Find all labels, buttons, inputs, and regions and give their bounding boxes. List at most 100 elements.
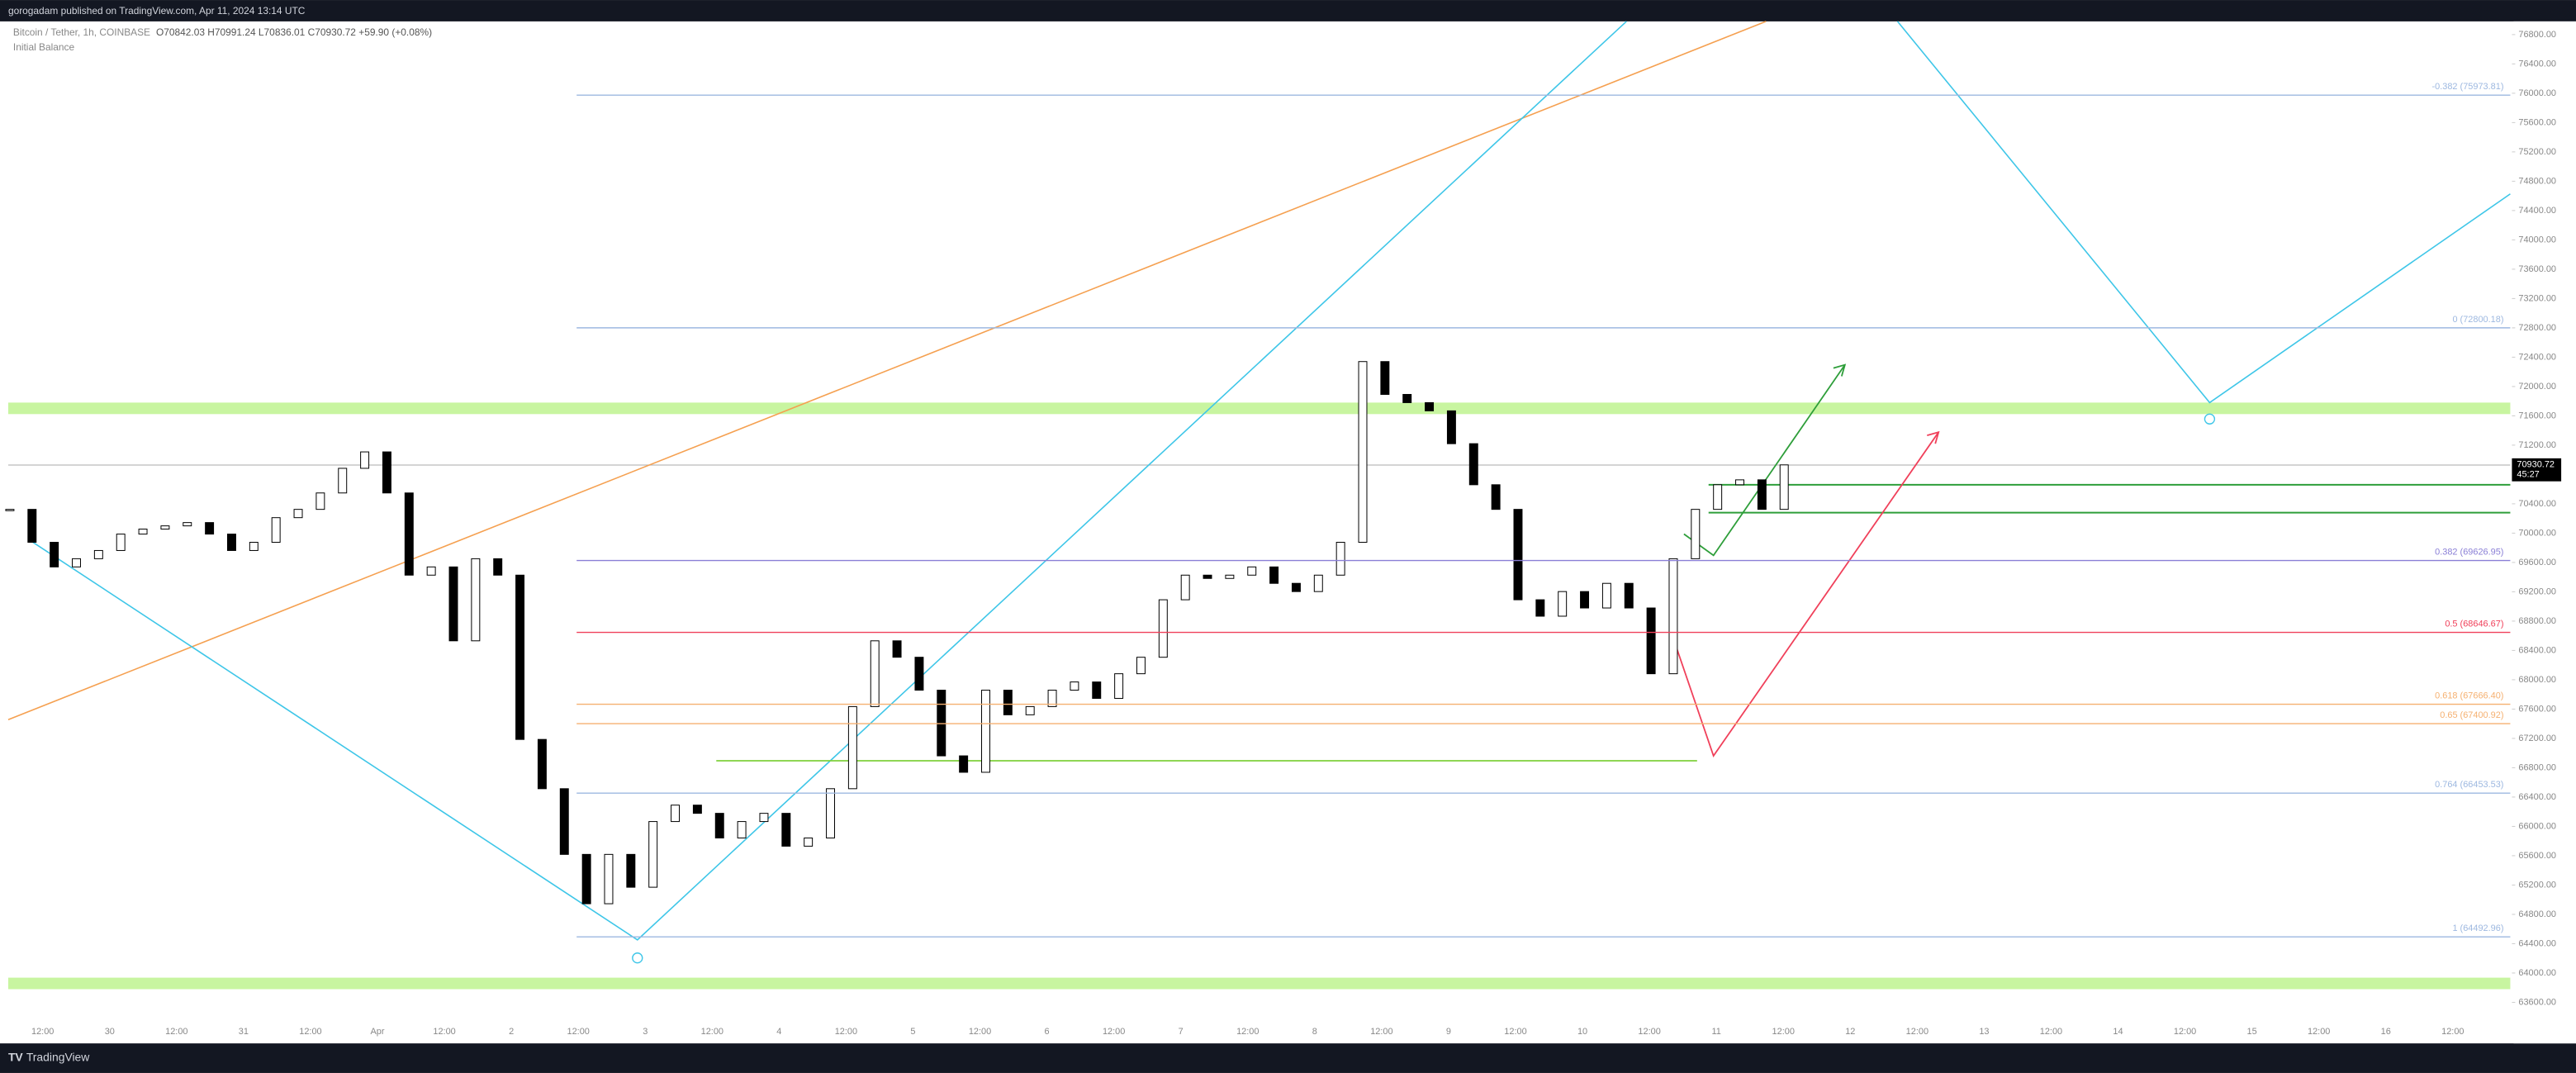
candle [1513,509,1523,601]
fib-label: 0.382 (69626.95) [2435,547,2503,557]
y-tick-label: 70400.00 [2518,499,2556,509]
candle [404,492,414,576]
y-tick-label: 76400.00 [2518,59,2556,69]
candle [537,738,547,790]
x-tick-label: 5 [910,1027,915,1037]
candle [1047,690,1057,707]
x-tick-label: 12:00 [2040,1027,2062,1037]
countdown: 45:27 [2517,470,2539,480]
candle [847,705,857,790]
candle [737,821,747,838]
candle [1446,410,1456,444]
candle [781,813,791,847]
footer: TradingView [26,1051,90,1064]
candle [50,542,59,567]
candle [1757,479,1767,510]
x-tick-label: 12:00 [1638,1027,1660,1037]
fib-label: 0.764 (66453.53) [2435,780,2503,790]
y-tick-label: 72000.00 [2518,382,2556,392]
x-tick-label: 12:00 [1504,1027,1526,1037]
candle [604,853,614,904]
y-tick-label: 68800.00 [2518,616,2556,626]
candle [271,517,281,544]
x-tick-label: 10 [1577,1027,1587,1037]
candle [448,566,458,642]
x-tick-label: 12:00 [701,1027,723,1037]
y-tick-label: 74400.00 [2518,206,2556,216]
candle [1070,681,1079,691]
x-tick-label: 30 [105,1027,115,1037]
x-tick-label: 16 [2381,1027,2391,1037]
bottom-bar [0,1043,2576,1073]
candle [1136,657,1146,675]
x-tick-label: 8 [1312,1027,1317,1037]
candle [1003,690,1013,715]
fib-label: 0.5 (68646.67) [2445,619,2503,629]
y-tick-label: 65200.00 [2518,880,2556,890]
candle [559,788,569,855]
arrow [1670,431,1939,758]
candle [1180,574,1190,601]
x-tick-label: 6 [1045,1027,1050,1037]
y-tick-label: 71600.00 [2518,411,2556,420]
candle [1402,393,1412,403]
candle [959,755,969,773]
y-tick-label: 66800.00 [2518,762,2556,772]
trend-line [7,21,1767,721]
x-tick-label: 4 [776,1027,781,1037]
candle [183,522,192,527]
candle [515,574,525,740]
y-tick-label: 64400.00 [2518,938,2556,948]
x-tick-label: 3 [643,1027,648,1037]
fib-label: 0.65 (67400.92) [2440,710,2503,720]
candle [1646,607,1656,675]
candle [870,640,880,707]
y-tick-label: 68000.00 [2518,675,2556,685]
candle [315,492,325,510]
candle [138,529,148,535]
y-tick-label: 73200.00 [2518,293,2556,303]
candle [1269,566,1279,584]
y-tick-label: 72800.00 [2518,323,2556,333]
candle [804,837,814,847]
y-tick-label: 66400.00 [2518,792,2556,802]
candle [1247,566,1257,576]
x-tick-label: 12 [1845,1027,1855,1037]
y-tick-label: 66000.00 [2518,821,2556,831]
candle [5,509,15,511]
candle [1425,401,1435,411]
trend-line [1896,21,2511,404]
candle [826,788,835,838]
candle [1092,681,1102,699]
y-tick-label: 69200.00 [2518,586,2556,596]
candle [1779,464,1789,510]
x-tick-label: 15 [2247,1027,2257,1037]
candles [5,361,1789,904]
x-tick-label: 12:00 [835,1027,857,1037]
symbol-title: Bitcoin / Tether, 1h, COINBASE [13,26,150,38]
candle [1203,574,1212,579]
x-tick-label: 12:00 [1906,1027,1928,1037]
y-tick-label: 73600.00 [2518,264,2556,274]
y-tick-label: 74000.00 [2518,235,2556,245]
zone [7,402,2511,415]
zone [7,977,2511,990]
candle [1580,591,1590,609]
y-tick-label: 69600.00 [2518,558,2556,567]
drawings [7,21,2511,990]
y-tick-label: 68400.00 [2518,645,2556,655]
candle [714,813,724,838]
x-tick-label: 9 [1446,1027,1451,1037]
candle [1291,582,1301,592]
fib-label: 0 (72800.18) [2452,315,2503,325]
candle [116,534,126,551]
x-tick-label: 14 [2113,1027,2123,1037]
y-tick-label: 76800.00 [2518,30,2556,40]
x-tick-label: 12:00 [299,1027,321,1037]
x-tick-label: 13 [1979,1027,1989,1037]
y-tick-label: 64000.00 [2518,968,2556,978]
price-axis [2513,21,2576,1044]
x-tick-label: 12:00 [2441,1027,2464,1037]
candle [892,640,902,658]
